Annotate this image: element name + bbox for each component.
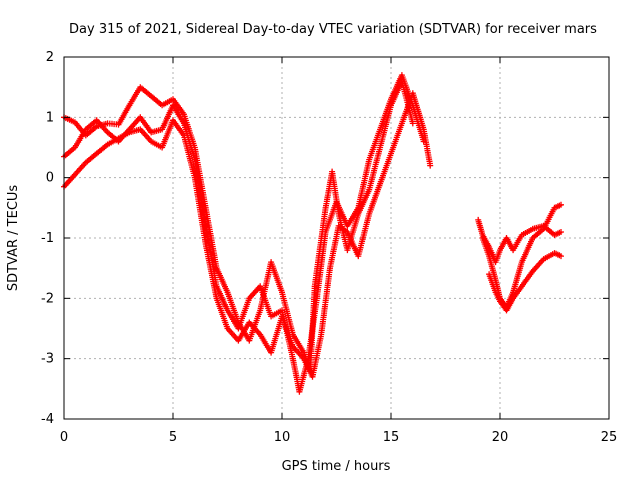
y-axis-label: SDTVAR / TECUs [6,185,21,292]
y-tick-label: -4 [41,412,54,427]
axis-ticks: 0 5 10 15 20 25 -4 -3 -2 -1 0 1 2 [41,50,617,445]
x-tick-label: 15 [383,430,400,445]
grid [64,57,609,419]
data-point [427,162,434,169]
series-track-f [486,250,564,314]
data-point [409,120,416,127]
series-track-b [61,72,427,395]
y-tick-label: 1 [46,110,54,125]
y-tick-label: 0 [46,171,54,186]
x-tick-label: 20 [492,430,509,445]
chart-title: Day 315 of 2021, Sidereal Day-to-day VTE… [69,22,597,37]
data-point [558,201,564,208]
x-tick-label: 0 [60,430,68,445]
data-point [558,253,564,260]
x-tick-label: 10 [274,430,291,445]
data-points [61,72,564,395]
x-tick-label: 5 [169,430,177,445]
x-axis-label: GPS time / hours [282,459,391,474]
y-tick-label: 2 [46,50,54,65]
x-tick-label: 25 [601,430,618,445]
y-tick-label: -2 [41,291,54,306]
series-track-c [61,90,434,380]
y-tick-label: -3 [41,352,54,367]
y-tick-label: -1 [41,231,54,246]
data-point [558,229,564,235]
